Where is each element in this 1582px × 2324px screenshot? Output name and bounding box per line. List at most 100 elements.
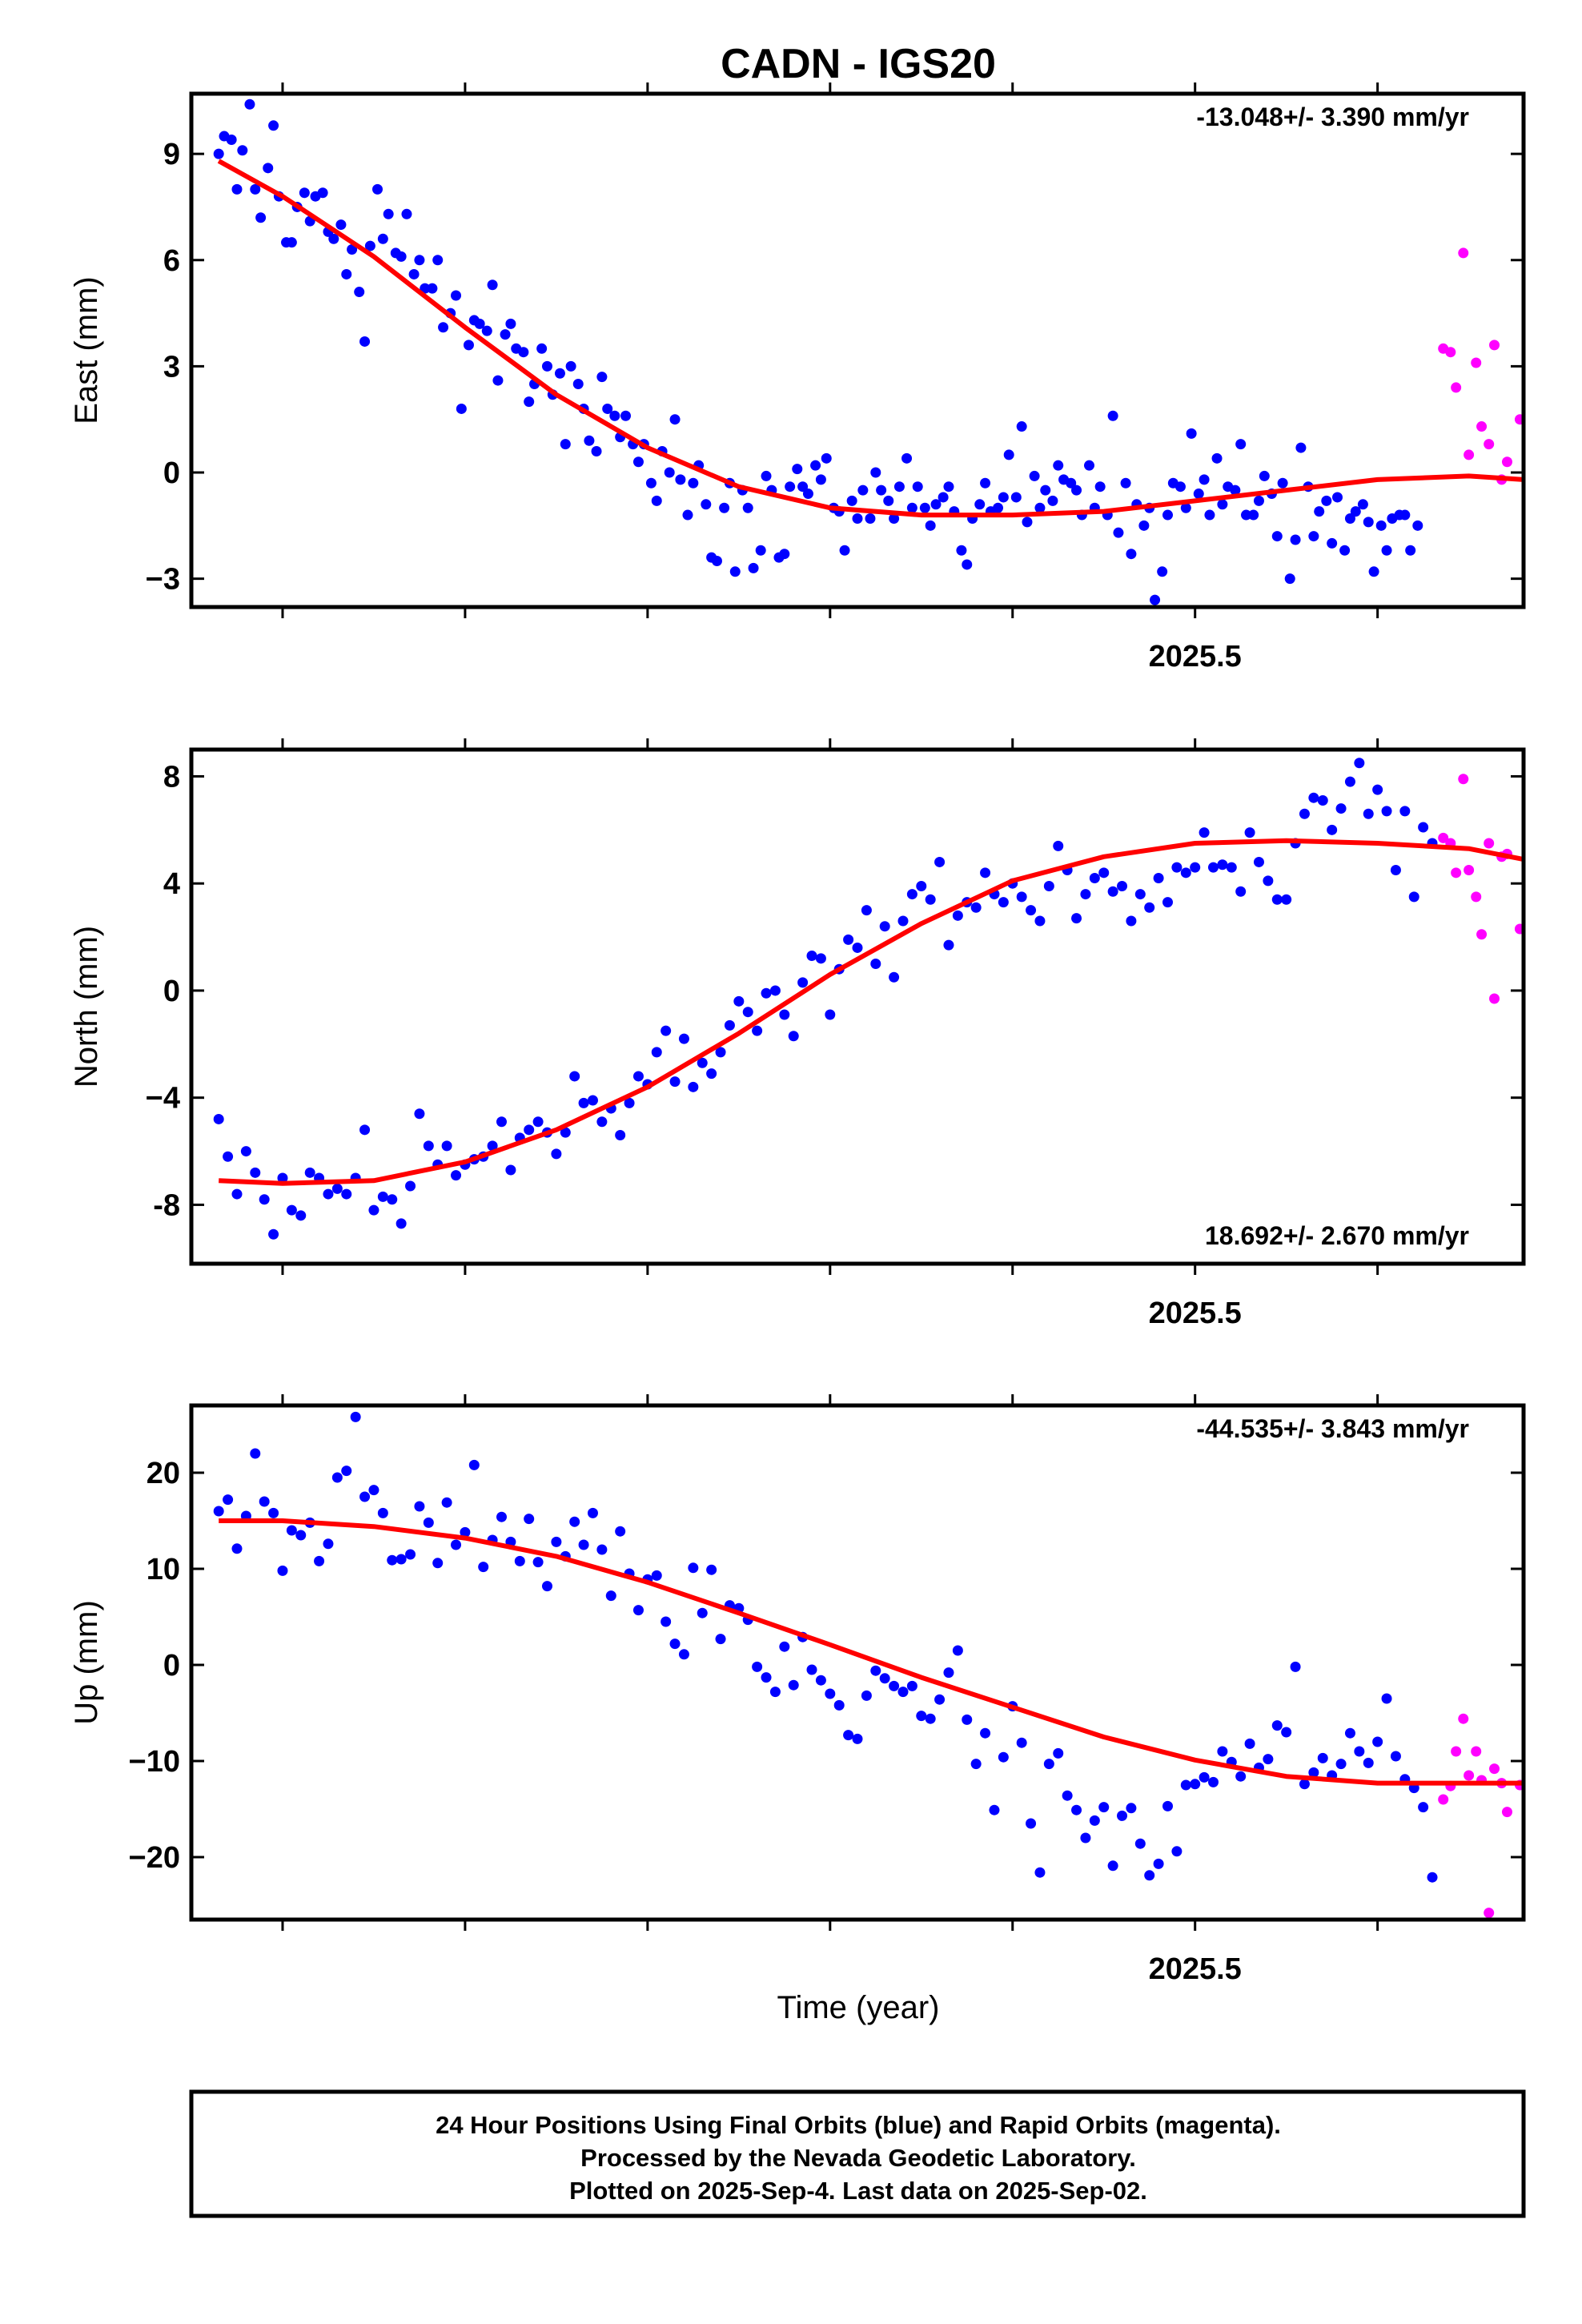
final-orbit-point bbox=[1034, 915, 1046, 927]
final-orbit-point bbox=[934, 856, 946, 867]
final-orbit-point bbox=[456, 403, 467, 414]
final-orbit-point bbox=[387, 1554, 398, 1566]
final-orbit-point bbox=[1199, 1771, 1210, 1783]
final-orbit-point bbox=[901, 452, 913, 464]
final-orbit-point bbox=[578, 1097, 589, 1108]
final-orbit-point bbox=[1335, 803, 1347, 814]
final-orbit-point bbox=[286, 1525, 297, 1536]
final-orbit-point bbox=[250, 1167, 261, 1178]
final-orbit-point bbox=[551, 1148, 562, 1160]
final-orbit-point bbox=[1368, 566, 1379, 577]
rapid-orbit-point bbox=[1464, 864, 1475, 875]
final-orbit-point bbox=[1162, 509, 1174, 521]
final-orbit-point bbox=[893, 481, 905, 493]
final-orbit-point bbox=[815, 474, 826, 485]
final-orbit-point bbox=[1071, 485, 1082, 496]
final-orbit-point bbox=[1284, 573, 1295, 585]
final-orbit-point bbox=[1094, 481, 1106, 493]
final-orbit-point bbox=[792, 464, 803, 475]
final-orbit-point bbox=[729, 566, 741, 577]
final-orbit-point bbox=[1117, 1810, 1128, 1821]
final-orbit-point bbox=[341, 1466, 352, 1477]
final-orbit-point bbox=[906, 502, 917, 513]
final-orbit-point bbox=[1405, 545, 1416, 556]
final-orbit-point bbox=[724, 1019, 735, 1031]
y-tick-label: −4 bbox=[146, 1082, 180, 1116]
final-orbit-point bbox=[317, 187, 328, 199]
final-orbit-point bbox=[938, 492, 949, 503]
final-orbit-point bbox=[1390, 864, 1401, 875]
final-orbit-point bbox=[405, 1549, 416, 1560]
final-orbit-point bbox=[870, 467, 881, 478]
final-orbit-point bbox=[1381, 545, 1392, 556]
rapid-orbit-point bbox=[1471, 1746, 1482, 1757]
final-orbit-point bbox=[669, 1076, 681, 1088]
legend-line-2: Processed by the Nevada Geodetic Laborat… bbox=[580, 2144, 1136, 2172]
final-orbit-point bbox=[682, 509, 693, 521]
y-tick-label: −10 bbox=[129, 1745, 180, 1779]
final-orbit-point bbox=[974, 499, 986, 510]
final-orbit-point bbox=[1354, 1746, 1365, 1757]
model-fit-curve bbox=[219, 838, 1524, 1186]
final-orbit-point bbox=[299, 187, 310, 199]
final-orbit-point bbox=[1153, 873, 1164, 883]
final-orbit-point bbox=[1026, 905, 1037, 916]
final-orbit-point bbox=[432, 1558, 444, 1569]
rapid-orbit-point bbox=[1489, 1763, 1500, 1775]
final-orbit-point bbox=[1190, 1779, 1201, 1790]
rapid-orbit-point bbox=[1476, 929, 1488, 940]
final-orbit-point bbox=[1053, 840, 1064, 851]
final-orbit-point bbox=[541, 1581, 552, 1592]
final-orbit-point bbox=[1053, 460, 1064, 471]
final-orbit-point bbox=[1089, 873, 1100, 883]
final-orbit-point bbox=[1363, 1757, 1374, 1768]
final-orbit-point bbox=[788, 1679, 799, 1691]
final-orbit-point bbox=[879, 921, 890, 932]
final-orbit-point bbox=[1171, 862, 1182, 873]
final-orbit-point bbox=[602, 403, 613, 414]
final-orbit-point bbox=[1230, 485, 1241, 496]
final-orbit-point bbox=[1408, 891, 1419, 903]
final-orbit-point bbox=[711, 556, 722, 567]
final-orbit-point bbox=[1080, 1832, 1091, 1844]
final-orbit-point bbox=[1259, 470, 1270, 481]
x-tick-label: 2025.5 bbox=[1149, 1952, 1242, 1986]
final-orbit-point bbox=[1098, 867, 1110, 879]
final-orbit-point bbox=[250, 183, 261, 195]
final-orbit-point bbox=[846, 495, 857, 506]
final-orbit-point bbox=[295, 1210, 307, 1221]
final-orbit-point bbox=[651, 1570, 662, 1581]
final-orbit-point bbox=[1026, 1818, 1037, 1829]
final-orbit-point bbox=[268, 1507, 279, 1518]
final-orbit-point bbox=[1153, 1858, 1164, 1869]
final-orbit-point bbox=[1381, 1693, 1392, 1704]
final-orbit-point bbox=[980, 477, 991, 489]
final-orbit-point bbox=[277, 1565, 288, 1576]
final-orbit-point bbox=[368, 1204, 379, 1216]
final-orbit-point bbox=[1418, 822, 1429, 833]
rapid-orbit-point bbox=[1451, 382, 1462, 393]
final-orbit-point bbox=[492, 375, 504, 386]
y-axis-label: North (mm) bbox=[69, 926, 104, 1088]
final-orbit-point bbox=[609, 410, 620, 421]
final-orbit-point bbox=[934, 1694, 946, 1705]
model-fit-curve bbox=[219, 1518, 1524, 1786]
final-orbit-point bbox=[761, 987, 772, 999]
final-orbit-point bbox=[715, 1047, 726, 1058]
final-orbit-point bbox=[697, 1607, 708, 1618]
final-orbit-point bbox=[1381, 806, 1392, 817]
final-orbit-point bbox=[645, 477, 656, 489]
final-orbit-point bbox=[1180, 867, 1191, 879]
final-orbit-point bbox=[1157, 566, 1168, 577]
final-orbit-point bbox=[889, 971, 900, 983]
final-orbit-point bbox=[554, 368, 565, 379]
final-orbit-point bbox=[1040, 485, 1051, 496]
final-orbit-point bbox=[779, 1009, 790, 1020]
final-orbit-point bbox=[323, 1538, 334, 1550]
final-orbit-point bbox=[956, 545, 967, 556]
final-orbit-point bbox=[605, 1590, 616, 1602]
final-orbit-point bbox=[1180, 502, 1191, 513]
y-tick-label: 0 bbox=[163, 975, 180, 1008]
final-orbit-point bbox=[1281, 1727, 1292, 1738]
final-orbit-point bbox=[943, 481, 954, 493]
